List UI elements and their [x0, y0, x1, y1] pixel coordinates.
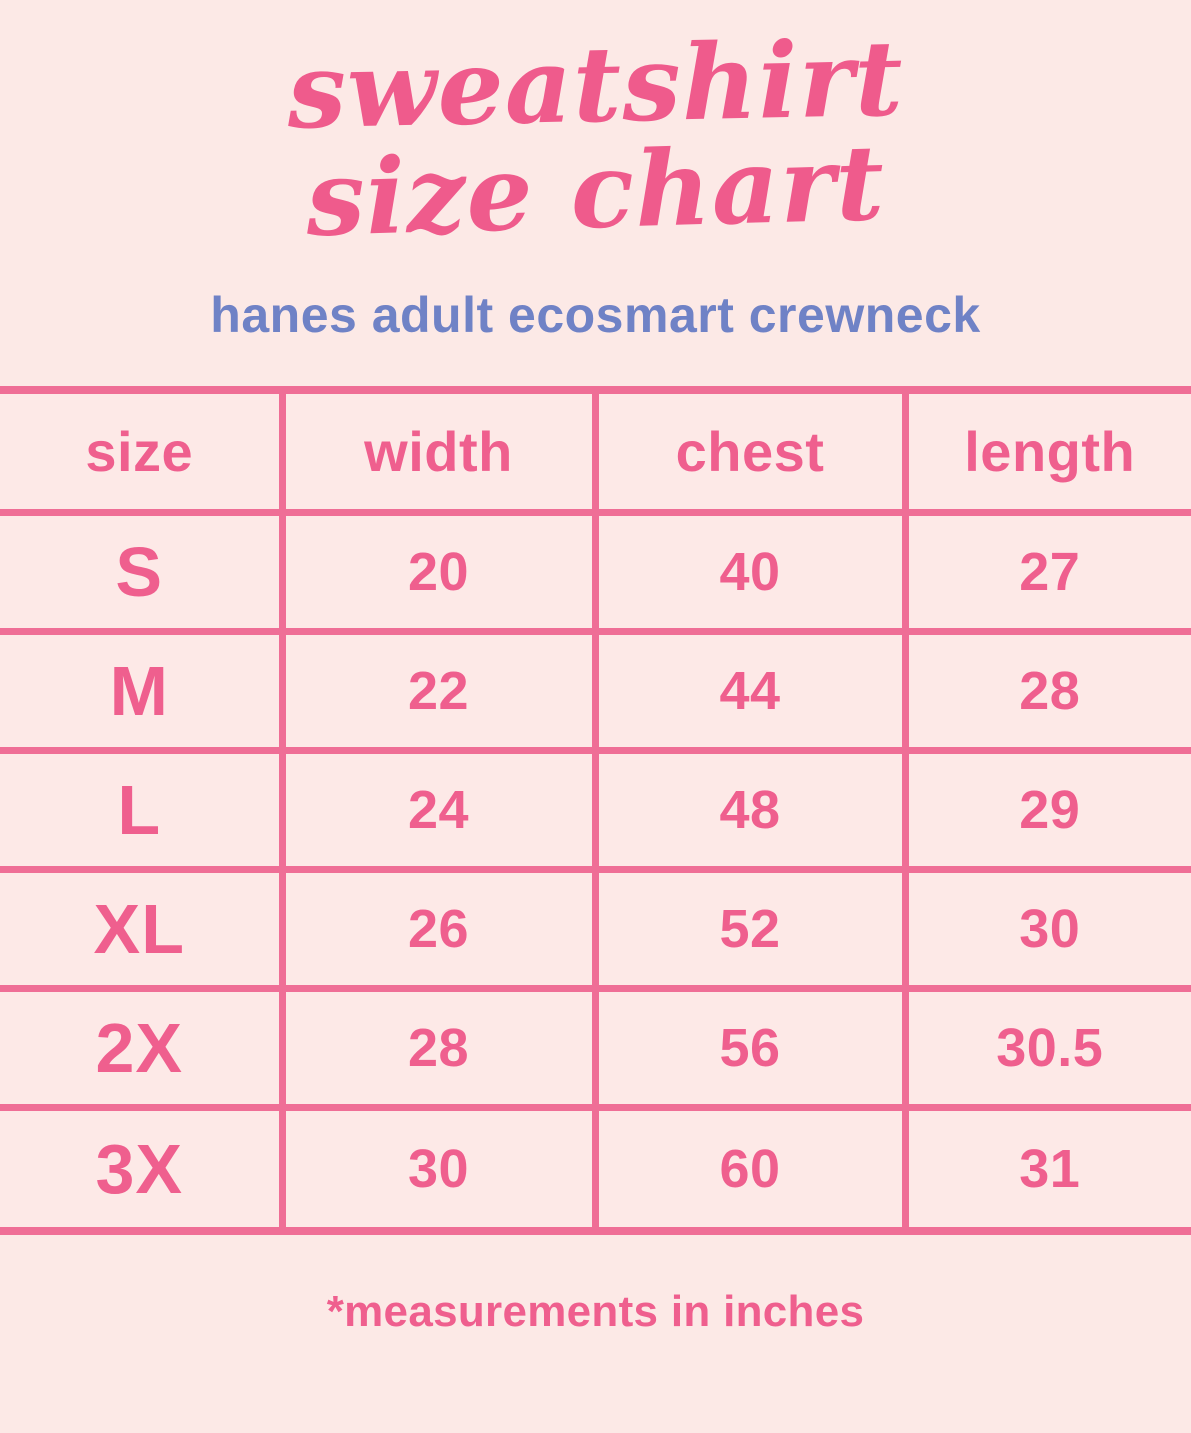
- table-header-row: size width chest length: [0, 393, 1191, 517]
- cell-width: 30: [282, 1107, 599, 1227]
- cell-chest: 44: [595, 631, 909, 755]
- cell-length: 27: [905, 512, 1191, 636]
- cell-chest: 48: [595, 750, 909, 874]
- table-row: M 22 44 28: [0, 631, 1191, 755]
- cell-chest: 60: [595, 1107, 909, 1227]
- cell-size: XL: [0, 869, 286, 993]
- size-chart-table: size width chest length S 20 40 27 M 22 …: [0, 393, 1191, 1227]
- cell-length: 30.5: [905, 988, 1191, 1112]
- cell-width: 20: [282, 512, 599, 636]
- product-subtitle: hanes adult ecosmart crewneck: [210, 286, 981, 343]
- measurements-note: *measurements in inches: [326, 1286, 865, 1336]
- cell-length: 31: [905, 1107, 1191, 1227]
- table-row: 3X 30 60 31: [0, 1107, 1191, 1227]
- cell-size: M: [0, 631, 286, 755]
- column-header-length: length: [905, 393, 1191, 517]
- cell-width: 26: [282, 869, 599, 993]
- cell-length: 29: [905, 750, 1191, 874]
- cell-chest: 56: [595, 988, 909, 1112]
- cell-length: 30: [905, 869, 1191, 993]
- cell-width: 22: [282, 631, 599, 755]
- cell-length: 28: [905, 631, 1191, 755]
- cell-size: 3X: [0, 1107, 286, 1227]
- column-header-size: size: [0, 393, 286, 517]
- cell-size: S: [0, 512, 286, 636]
- size-table-container: size width chest length S 20 40 27 M 22 …: [0, 385, 1191, 1235]
- cell-size: 2X: [0, 988, 286, 1112]
- column-header-width: width: [282, 393, 599, 517]
- cell-width: 28: [282, 988, 599, 1112]
- table-row: L 24 48 29: [0, 750, 1191, 874]
- cell-chest: 52: [595, 869, 909, 993]
- table-row: 2X 28 56 30.5: [0, 988, 1191, 1112]
- cell-width: 24: [282, 750, 599, 874]
- column-header-chest: chest: [595, 393, 909, 517]
- cell-chest: 40: [595, 512, 909, 636]
- page-title: sweatshirt size chart: [0, 0, 1191, 260]
- cell-size: L: [0, 750, 286, 874]
- table-row: S 20 40 27: [0, 512, 1191, 636]
- table-row: XL 26 52 30: [0, 869, 1191, 993]
